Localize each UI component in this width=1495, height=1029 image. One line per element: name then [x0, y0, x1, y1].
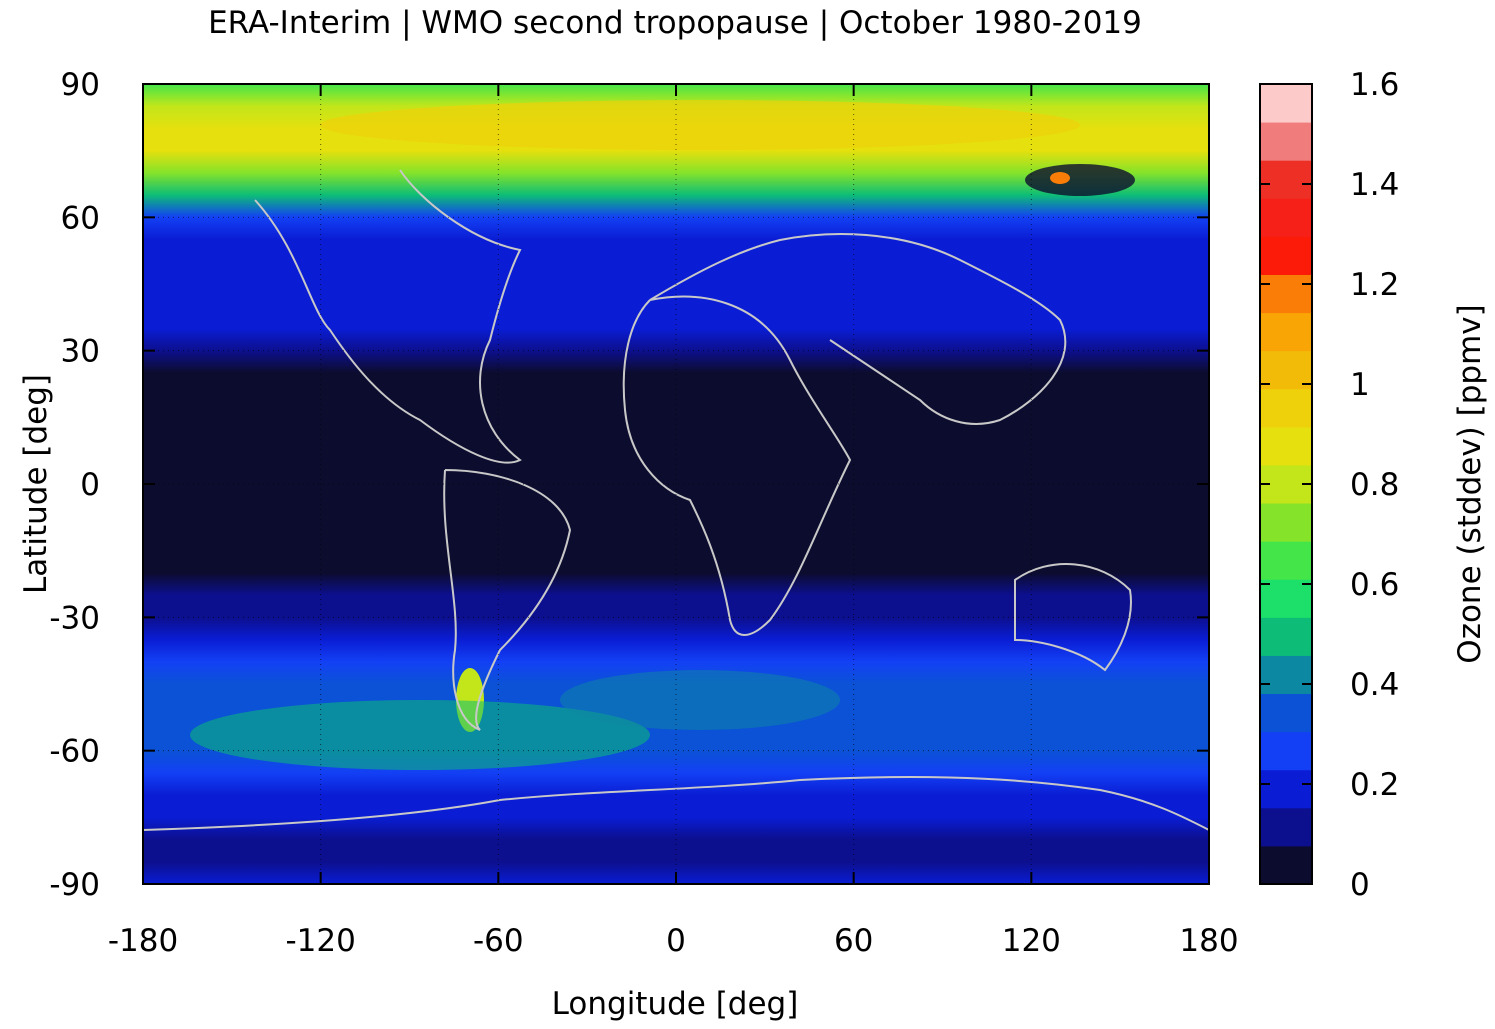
y-tick-label: 60: [61, 200, 100, 236]
colorbar-band: [1260, 160, 1312, 199]
coastlines: [143, 169, 1209, 831]
colorbar-tick-labels: 1.6 1.4 1.2 1 0.8 0.6 0.4 0.2 0: [1350, 67, 1399, 903]
x-tick-label: 60: [834, 923, 873, 959]
southern-atlantic-teal-band: [560, 670, 840, 730]
coastline-antarctica: [143, 776, 1209, 831]
coastline-australia: [1014, 563, 1132, 672]
coastline-africa: [622, 295, 852, 636]
y-tick-label: -30: [49, 600, 100, 636]
x-axis-label: Longitude [deg]: [552, 986, 799, 1022]
x-tick-label: 180: [1179, 923, 1238, 959]
arctic-maximum: [320, 100, 1080, 150]
colorbar-band: [1260, 769, 1312, 809]
x-tick-labels: -180 -120 -60 0 60 120 180: [108, 923, 1239, 959]
colorbar-tick-label: 0.2: [1350, 767, 1399, 803]
colorbar-tick-label: 0: [1350, 867, 1370, 903]
colorbar: 1.6 1.4 1.2 1 0.8 0.6 0.4 0.2 0 Ozone (stddev) […: [1259, 67, 1488, 903]
grid: [143, 84, 1209, 884]
colorbar-band: [1260, 503, 1312, 542]
colorbar-band: [1260, 312, 1312, 352]
colorbar-band: [1260, 274, 1312, 314]
colorbar-tick-label: 0.6: [1350, 567, 1399, 603]
y-tick-label: 30: [61, 334, 100, 370]
colorbar-band: [1260, 655, 1312, 695]
colorbar-band: [1260, 579, 1312, 618]
colorbar-tick-label: 0.4: [1350, 667, 1399, 703]
colorbar-band: [1260, 388, 1312, 428]
colorbar-tick-label: 1.2: [1350, 267, 1399, 303]
y-tick-label: 0: [80, 467, 100, 503]
coastline-south-america: [443, 469, 572, 731]
x-tick-label: -180: [108, 923, 178, 959]
y-tick-label: -60: [49, 734, 100, 770]
ozone-features: [190, 100, 1135, 770]
colorbar-band: [1260, 693, 1312, 733]
east-siberia-red-spot: [1050, 172, 1070, 184]
plot-frame: [142, 83, 1210, 885]
x-tick-label: -120: [285, 923, 355, 959]
y-tick-label: 90: [61, 67, 100, 103]
x-tick-label: 120: [1002, 923, 1061, 959]
colorbar-tick-label: 1: [1350, 367, 1370, 403]
y-tick-label: -90: [49, 867, 100, 903]
colorbar-tick-label: 0.8: [1350, 467, 1399, 503]
southern-ocean-green-band: [190, 700, 650, 770]
colorbar-band: [1260, 122, 1312, 161]
colorbar-bands: [1260, 84, 1312, 885]
y-tick-labels: 90 60 30 0 -30 -60 -90: [49, 67, 100, 903]
colorbar-band: [1260, 807, 1312, 847]
colorbar-tick-label: 1.4: [1350, 167, 1399, 203]
colorbar-band: [1260, 845, 1312, 885]
colorbar-band: [1260, 198, 1312, 237]
colorbar-label: Ozone (stddev) [ppmv]: [1452, 304, 1488, 663]
colorbar-band: [1260, 84, 1312, 123]
x-tick-label: 0: [666, 923, 686, 959]
chart-title: ERA-Interim | WMO second tropopause | Oc…: [208, 5, 1142, 41]
coastline-north-america: [254, 169, 522, 464]
colorbar-band: [1260, 426, 1312, 466]
y-axis-label: Latitude [deg]: [18, 374, 54, 594]
x-tick-label: -60: [473, 923, 524, 959]
colorbar-band: [1260, 541, 1312, 580]
colorbar-band: [1260, 731, 1312, 771]
colorbar-band: [1260, 236, 1312, 275]
colorbar-tick-label: 1.6: [1350, 67, 1399, 103]
colorbar-band: [1260, 617, 1312, 656]
colorbar-frame: [1259, 83, 1313, 885]
coastline-eurasia: [649, 233, 1067, 425]
plot-area: [142, 83, 1210, 885]
east-siberia-peak: [1025, 164, 1135, 196]
colorbar-band: [1260, 350, 1312, 390]
